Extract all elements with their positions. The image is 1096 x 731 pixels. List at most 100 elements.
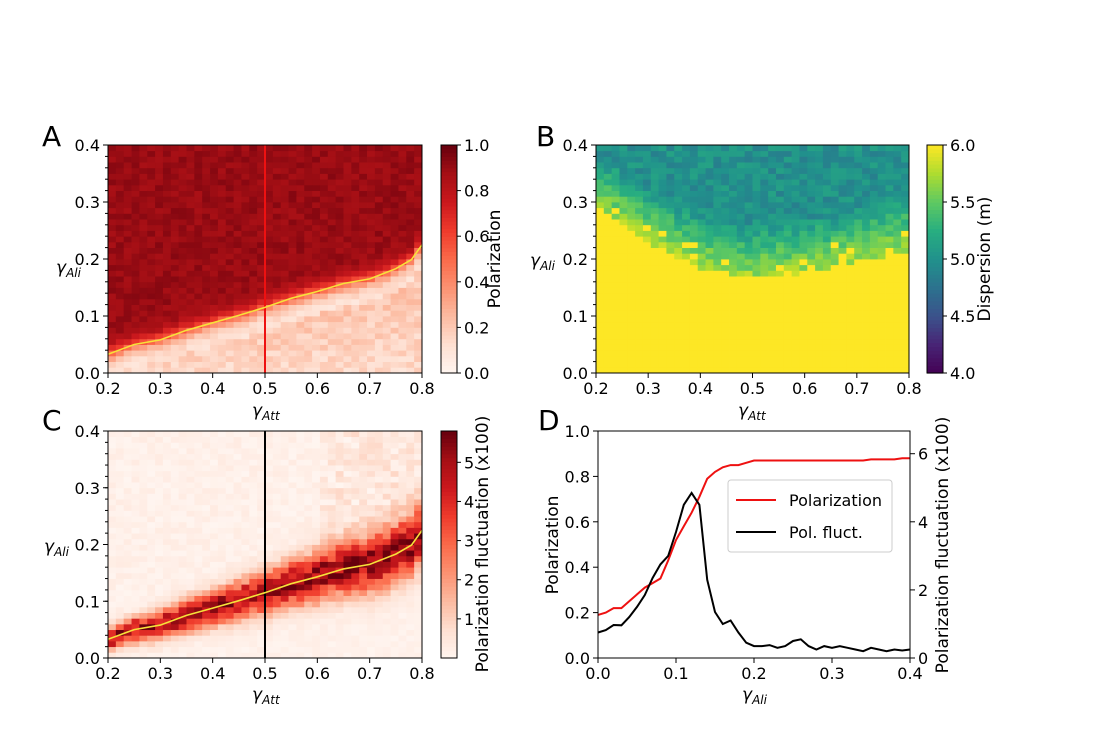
colorbar-segment [927, 338, 943, 344]
heatmap-cell [319, 150, 329, 157]
heatmap-cell [162, 179, 172, 186]
heatmap-cell [170, 179, 180, 186]
panel-a-ylabel-symbol: γ [56, 258, 67, 278]
heatmap-cell [131, 459, 140, 466]
heatmap-cell [351, 333, 360, 340]
heatmap-cell [390, 561, 399, 568]
heatmap-cell [249, 533, 258, 540]
heatmap-cell [783, 145, 793, 152]
heatmap-cell [893, 293, 902, 300]
heatmap-cell [351, 344, 360, 351]
heatmap-cell [343, 635, 352, 642]
heatmap-cell [162, 493, 172, 500]
heatmap-cell [139, 338, 148, 345]
heatmap-cell [382, 572, 391, 579]
heatmap-cell [139, 145, 148, 152]
heatmap-cell [619, 367, 628, 374]
heatmap-cell [869, 253, 879, 260]
heatmap-cell [202, 470, 211, 477]
heatmap-cell [123, 196, 132, 203]
heatmap-cell [382, 207, 391, 214]
heatmap-cell [194, 150, 203, 157]
heatmap-cell [335, 367, 344, 374]
heatmap-cell [335, 601, 344, 608]
heatmap-cell [210, 270, 219, 277]
heatmap-cell [217, 521, 227, 528]
heatmap-cell [885, 259, 894, 266]
heatmap-cell [799, 321, 808, 328]
heatmap-cell [280, 448, 289, 455]
heatmap-cell [123, 555, 132, 562]
heatmap-cell [744, 321, 753, 328]
heatmap-cell [627, 184, 636, 191]
heatmap-cell [186, 544, 195, 551]
heatmap-cell [170, 629, 180, 636]
heatmap-cell [327, 442, 337, 449]
heatmap-cell [775, 173, 785, 180]
heatmap-cell [382, 453, 391, 460]
heatmap-cell [611, 259, 620, 266]
heatmap-cell [705, 184, 714, 191]
heatmap-cell [296, 367, 305, 374]
heatmap-cell [327, 276, 337, 283]
heatmap-cell [123, 156, 132, 163]
colorbar-segment [441, 183, 457, 188]
heatmap-cell [674, 293, 683, 300]
heatmap-cell [210, 561, 219, 568]
heatmap-cell [382, 493, 391, 500]
heatmap-cell [288, 224, 297, 231]
heatmap-cell [635, 304, 644, 311]
heatmap-cell [225, 196, 234, 203]
heatmap-cell [611, 150, 620, 157]
heatmap-cell [139, 555, 148, 562]
heatmap-cell [374, 487, 384, 494]
heatmap-cell [178, 173, 187, 180]
heatmap-cell [217, 550, 227, 557]
heatmap-cell [390, 493, 399, 500]
heatmap-cell [202, 241, 211, 248]
heatmap-cell [775, 367, 785, 374]
heatmap-cell [304, 589, 313, 596]
heatmap-cell [374, 442, 384, 449]
heatmap-cell [729, 298, 738, 305]
heatmap-cell [650, 316, 659, 323]
heatmap-cell [335, 629, 344, 636]
heatmap-cell [611, 173, 620, 180]
heatmap-cell [619, 236, 628, 243]
heatmap-cell [241, 550, 250, 557]
heatmap-cell [869, 281, 879, 288]
heatmap-cell [736, 184, 746, 191]
heatmap-cell [689, 276, 699, 283]
heatmap-cell [147, 367, 156, 374]
heatmap-cell [139, 640, 148, 648]
heatmap-cell [736, 236, 746, 243]
heatmap-cell [312, 516, 321, 523]
heatmap-cell [123, 431, 132, 438]
heatmap-cell [627, 270, 636, 277]
heatmap-cell [390, 436, 399, 443]
heatmap-cell [869, 236, 879, 243]
heatmap-cell [108, 327, 117, 334]
heatmap-cell [721, 241, 730, 248]
heatmap-cell [713, 350, 722, 357]
heatmap-cell [862, 350, 871, 357]
heatmap-cell [799, 259, 808, 266]
heatmap-cell [398, 640, 407, 648]
heatmap-cell [288, 310, 297, 317]
heatmap-cell [729, 338, 738, 345]
heatmap-cell [131, 327, 140, 334]
heatmap-cell [783, 344, 793, 351]
heatmap-cell [123, 145, 132, 152]
heatmap-cell [186, 465, 195, 472]
heatmap-cell [131, 270, 140, 277]
heatmap-cell [791, 150, 800, 157]
heatmap-cell [170, 436, 180, 443]
heatmap-cell [869, 361, 879, 368]
heatmap-cell [319, 293, 329, 300]
heatmap-cell [257, 527, 266, 534]
heatmap-cell [123, 487, 132, 494]
heatmap-cell [147, 550, 156, 557]
heatmap-cell [682, 287, 691, 294]
heatmap-cell [296, 618, 305, 625]
heatmap-cell [822, 270, 832, 277]
